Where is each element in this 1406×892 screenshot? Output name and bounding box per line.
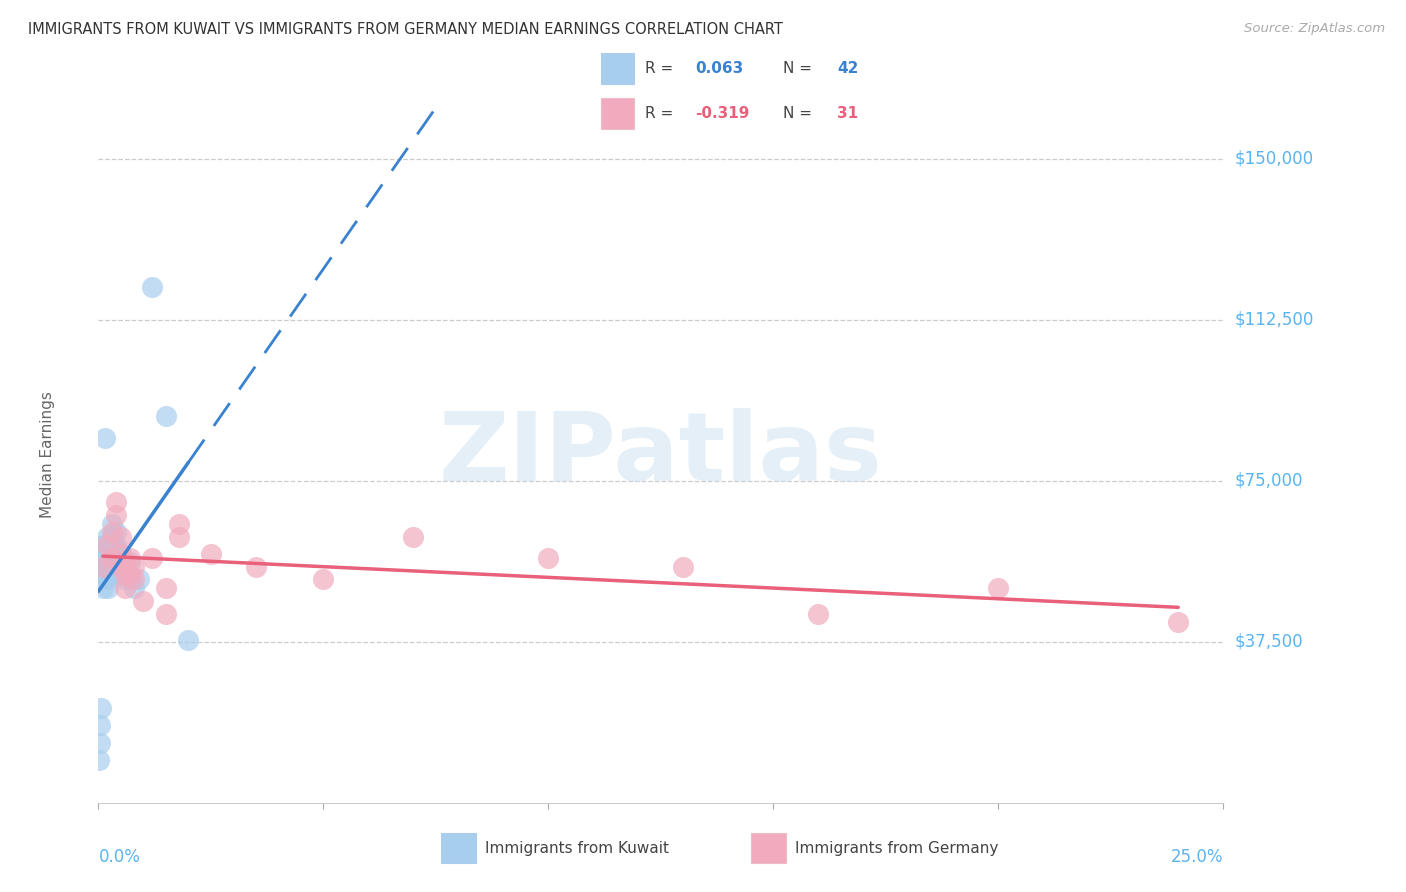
Point [101, 559, 124, 574]
Point [94, 551, 117, 566]
Text: Source: ZipAtlas.com: Source: ZipAtlas.com [1244, 22, 1385, 36]
FancyBboxPatch shape [751, 833, 786, 863]
Point [93, 538, 115, 552]
Point [101, 516, 124, 531]
Point [110, 529, 132, 543]
Point [155, 581, 177, 595]
Text: Immigrants from Kuwait: Immigrants from Kuwait [485, 841, 669, 855]
Text: ZIPatlas: ZIPatlas [439, 409, 883, 501]
Point [672, 559, 695, 574]
Point [124, 581, 146, 595]
Text: N =: N = [783, 106, 811, 121]
Point [91, 538, 114, 552]
Point [114, 568, 136, 582]
Text: 31: 31 [837, 106, 858, 121]
Point [200, 547, 222, 561]
Text: IMMIGRANTS FROM KUWAIT VS IMMIGRANTS FROM GERMANY MEDIAN EARNINGS CORRELATION CH: IMMIGRANTS FROM KUWAIT VS IMMIGRANTS FRO… [28, 22, 783, 37]
Point [807, 607, 830, 621]
Point [89, 753, 111, 767]
Text: -0.319: -0.319 [695, 106, 749, 121]
Point [169, 516, 191, 531]
Text: $150,000: $150,000 [1234, 150, 1313, 168]
Point [90, 547, 112, 561]
FancyBboxPatch shape [600, 98, 634, 129]
Point [118, 551, 141, 566]
Point [124, 559, 146, 574]
Text: 25.0%: 25.0% [1171, 848, 1223, 866]
Point [118, 568, 141, 582]
Point [110, 559, 132, 574]
Point [91, 559, 114, 574]
Text: R =: R = [644, 106, 672, 121]
Point [91, 559, 114, 574]
Point [128, 573, 150, 587]
Point [110, 555, 132, 569]
Point [89, 718, 111, 732]
Point [93, 551, 115, 566]
Text: R =: R = [644, 62, 672, 77]
Text: $37,500: $37,500 [1234, 632, 1303, 651]
Point [105, 508, 128, 522]
Point [96, 559, 118, 574]
Text: Median Earnings: Median Earnings [41, 392, 55, 518]
Point [114, 581, 136, 595]
Point [114, 555, 136, 569]
FancyBboxPatch shape [441, 833, 475, 863]
Point [90, 559, 112, 574]
Point [114, 559, 136, 574]
Point [110, 547, 132, 561]
Point [91, 555, 114, 569]
Point [105, 538, 128, 552]
Point [105, 551, 128, 566]
Point [105, 525, 128, 540]
Point [110, 568, 132, 582]
Point [97, 581, 120, 595]
Point [103, 538, 125, 552]
Text: 0.0%: 0.0% [98, 848, 141, 866]
Point [118, 555, 141, 569]
Point [101, 529, 124, 543]
Point [91, 573, 114, 587]
Text: Immigrants from Germany: Immigrants from Germany [796, 841, 998, 855]
Point [132, 594, 155, 608]
Point [1167, 615, 1189, 630]
Point [101, 547, 124, 561]
Point [141, 551, 163, 566]
Point [101, 525, 124, 540]
Point [141, 280, 163, 294]
FancyBboxPatch shape [600, 53, 634, 84]
Point [987, 581, 1010, 595]
Point [169, 529, 191, 543]
Point [94, 431, 117, 445]
Point [96, 529, 118, 543]
Point [98, 568, 121, 582]
Point [89, 736, 111, 750]
Point [101, 551, 124, 566]
Point [105, 495, 128, 509]
Point [155, 607, 177, 621]
Point [177, 632, 200, 647]
Point [537, 551, 560, 566]
Point [124, 573, 146, 587]
Text: $75,000: $75,000 [1234, 472, 1303, 490]
Point [114, 573, 136, 587]
Point [96, 573, 118, 587]
Text: $112,500: $112,500 [1234, 310, 1313, 328]
Point [110, 547, 132, 561]
Text: N =: N = [783, 62, 811, 77]
Point [98, 551, 121, 566]
Point [312, 573, 335, 587]
Point [402, 529, 425, 543]
Point [91, 581, 114, 595]
Point [96, 547, 118, 561]
Text: 42: 42 [837, 62, 858, 77]
Point [118, 568, 141, 582]
Point [155, 409, 177, 424]
Point [96, 538, 118, 552]
Point [90, 701, 112, 715]
Point [245, 559, 267, 574]
Text: 0.063: 0.063 [695, 62, 744, 77]
